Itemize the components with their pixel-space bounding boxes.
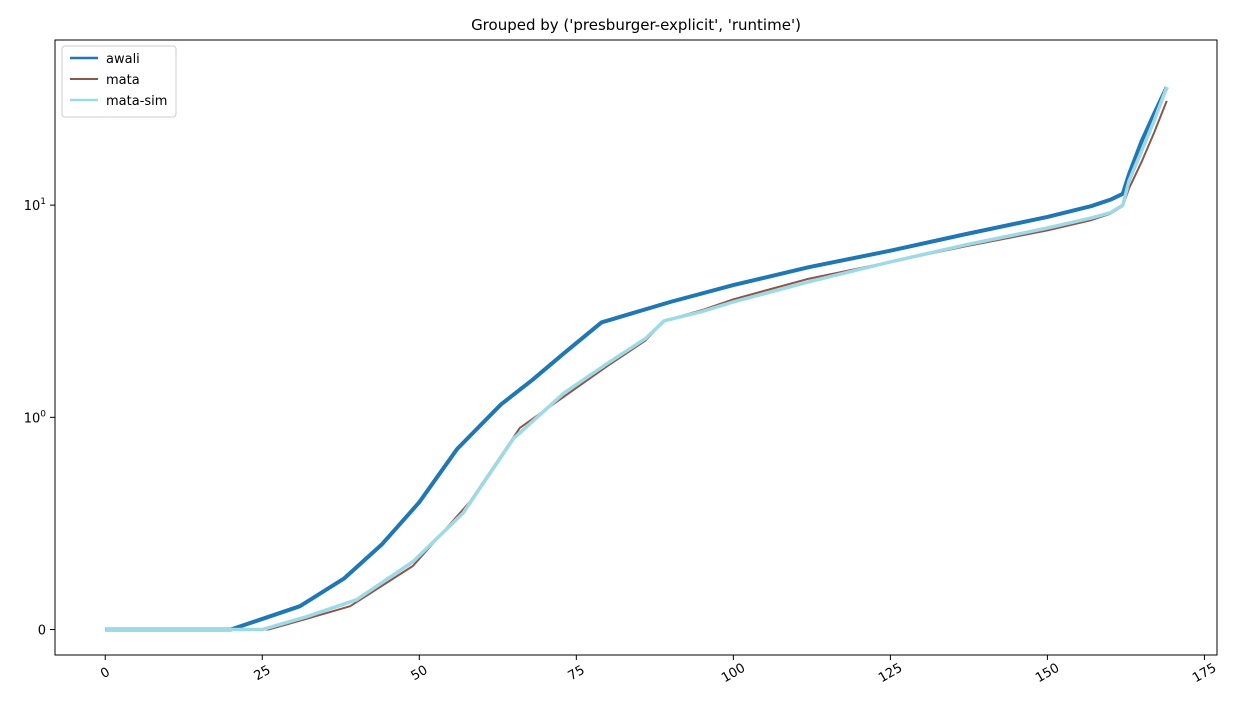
legend-label-mata-sim: mata-sim	[106, 94, 167, 109]
x-axis: 0 25 50 75 100 125 150 175	[98, 655, 1219, 686]
legend-label-mata: mata	[106, 73, 140, 88]
legend-label-awali: awali	[106, 52, 140, 67]
x-tick-label: 75	[566, 663, 588, 684]
y-axis: 0 100 101	[24, 197, 55, 639]
chart-title: Grouped by ('presburger-explicit', 'runt…	[471, 16, 801, 34]
y-tick-label: 100	[24, 409, 47, 426]
x-tick-label: 0	[98, 665, 113, 682]
x-tick-label: 100	[719, 661, 748, 686]
legend: awali mata mata-sim	[61, 45, 177, 118]
series-line-awali	[105, 86, 1169, 632]
x-tick-label: 25	[252, 663, 274, 684]
x-tick-label: 125	[876, 661, 905, 686]
series-line-mata	[105, 100, 1168, 631]
series-line-mata-sim	[105, 86, 1169, 632]
x-tick-label: 175	[1190, 661, 1219, 686]
y-tick-label: 101	[24, 197, 46, 214]
x-tick-label: 150	[1033, 661, 1062, 686]
plot-frame	[54, 39, 1218, 656]
y-tick-label: 0	[38, 624, 46, 639]
x-tick-label: 50	[409, 663, 431, 684]
plot-lines	[105, 86, 1169, 632]
